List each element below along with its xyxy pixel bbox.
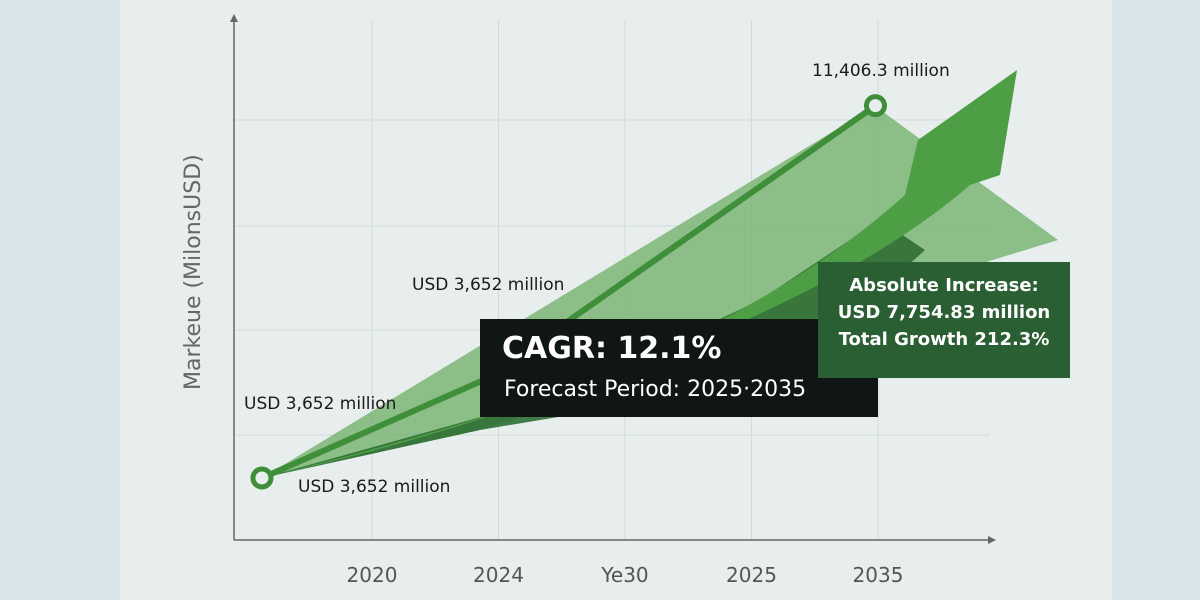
x-tick-label: 2035 (853, 563, 904, 587)
x-axis-arrow-icon (988, 536, 996, 544)
absolute-increase-value: USD 7,754.83 million (837, 302, 1051, 323)
absolute-increase-title: Absolute Increase: (849, 275, 1039, 296)
data-point (250, 466, 274, 490)
x-tick-label: 2024 (473, 563, 524, 587)
cagr-value: CAGR: 12.1% (502, 331, 722, 366)
data-point (863, 94, 887, 118)
x-tick-label: Ye30 (600, 563, 648, 587)
growth-band-light (262, 106, 1058, 478)
start-label: USD 3,652 million (298, 477, 450, 497)
total-growth: Total Growth 212.3% (838, 329, 1050, 350)
y-axis-label: Markeue (MilonsUSD) (181, 154, 206, 390)
mid-label: USD 3,652 million (412, 275, 564, 295)
absolute-increase-box: Absolute Increase: USD 7,754.83 million … (818, 262, 1070, 378)
end-label: 11,406.3 million (812, 61, 950, 81)
y-axis-arrow-icon (230, 14, 238, 22)
cagr-box: CAGR: 12.1% Forecast Period: 2025·2035 (480, 319, 878, 417)
x-tick-label: 2025 (726, 563, 777, 587)
forecast-period: Forecast Period: 2025·2035 (504, 377, 807, 402)
left-label: USD 3,652 million (244, 394, 396, 414)
x-tick-label: 2020 (347, 563, 398, 587)
